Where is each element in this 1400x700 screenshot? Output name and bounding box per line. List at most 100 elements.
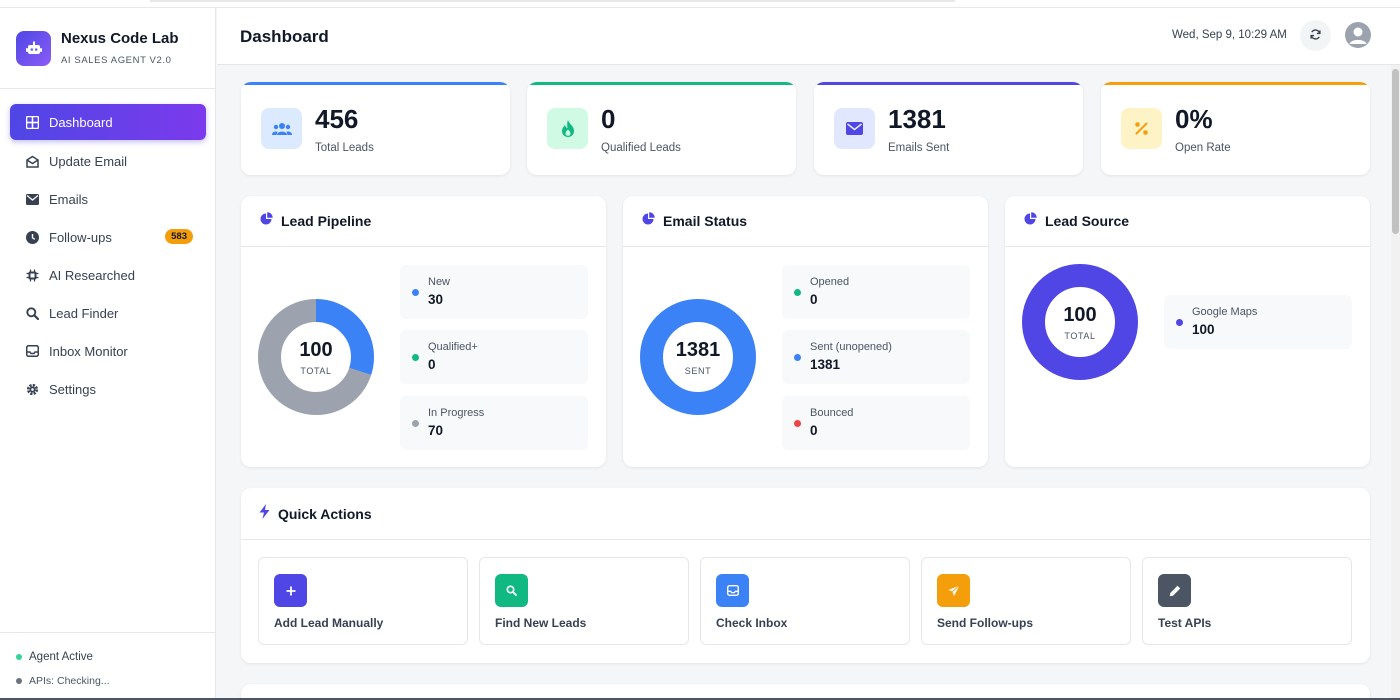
stat-value: 0: [601, 104, 616, 134]
envelope-icon: [25, 192, 39, 206]
user-avatar[interactable]: [1345, 22, 1371, 48]
donut-center-label: SENT: [684, 365, 712, 376]
legend-value: 1381: [810, 357, 841, 372]
legend-item-bounced: Bounced 0: [782, 396, 970, 450]
stat-value: 0%: [1175, 104, 1213, 134]
legend-dot: [412, 354, 419, 361]
send-follow-ups-button[interactable]: Send Follow-ups: [921, 557, 1131, 645]
refresh-icon: [1310, 27, 1321, 45]
sidebar-item-label: AI Researched: [49, 267, 135, 283]
next-section-card: [241, 684, 1370, 700]
legend-item-sent-unopened: Sent (unopened) 1381: [782, 330, 970, 384]
legend-dot: [794, 289, 801, 296]
sidebar-item-settings[interactable]: Settings: [10, 370, 206, 408]
sidebar-item-lead-finder[interactable]: Lead Finder: [10, 294, 206, 332]
stat-card-qualified-leads: 0 Qualified Leads: [527, 82, 796, 175]
sidebar-item-emails[interactable]: Emails: [10, 180, 206, 218]
sidebar-item-label: Lead Finder: [49, 305, 119, 321]
lead-source-donut-chart: 100 TOTAL: [1022, 264, 1138, 380]
email-status-donut-chart: 1381 SENT: [640, 299, 756, 415]
panel-header: Lead Source: [1005, 196, 1370, 247]
quick-action-label: Test APIs: [1158, 616, 1212, 630]
stat-card-emails-sent: 1381 Emails Sent: [814, 82, 1083, 175]
legend-dot: [794, 354, 801, 361]
find-new-leads-button[interactable]: Find New Leads: [479, 557, 689, 645]
quick-action-label: Find New Leads: [495, 616, 587, 630]
stat-accent-bar: [527, 82, 796, 85]
bottom-edge: [0, 698, 1400, 700]
pie-chart-icon: [1024, 212, 1037, 230]
page-scrollbar[interactable]: [1391, 65, 1400, 700]
sidebar-item-ai-researched[interactable]: AI Researched: [10, 256, 206, 294]
legend-dot: [794, 420, 801, 427]
sidebar-item-inbox-monitor[interactable]: Inbox Monitor: [10, 332, 206, 370]
sidebar-item-label: Dashboard: [49, 114, 113, 130]
legend-value: 0: [810, 292, 818, 307]
donut-center-value: 1381: [675, 338, 721, 361]
pie-chart-icon: [642, 212, 655, 230]
stat-accent-bar: [1101, 82, 1370, 85]
follow-ups-count-badge: 583: [165, 229, 193, 244]
donut-segment-google-maps: [1022, 264, 1138, 380]
legend-dot: [412, 289, 419, 296]
current-datetime: Wed, Sep 9, 10:29 AM: [1172, 29, 1287, 41]
panel-header: Email Status: [623, 196, 988, 247]
plus-icon: [274, 574, 307, 607]
grid-icon: [25, 115, 39, 129]
app-name: Nexus Code Lab: [61, 30, 179, 47]
app-subtitle: AI SALES AGENT V2.0: [61, 55, 172, 66]
legend-value: 0: [428, 357, 436, 372]
legend-name: New: [428, 276, 451, 288]
sidebar-nav: Dashboard Update Email Emails Follow-ups…: [0, 104, 216, 408]
api-status: APIs: Checking...: [16, 672, 200, 690]
sidebar-item-label: Follow-ups: [49, 229, 112, 245]
quick-action-label: Send Follow-ups: [937, 616, 1033, 630]
stat-label: Total Leads: [315, 142, 374, 154]
panel-title: Lead Pipeline: [281, 213, 372, 229]
legend-name: Qualified+: [428, 341, 478, 353]
add-lead-manually-button[interactable]: Add Lead Manually: [258, 557, 468, 645]
legend-item-google-maps: Google Maps 100: [1164, 295, 1352, 349]
sidebar-item-follow-ups[interactable]: Follow-ups 583: [10, 218, 206, 256]
pie-chart-icon: [260, 212, 273, 230]
inbox-icon: [25, 344, 39, 358]
sidebar: Nexus Code Lab AI SALES AGENT V2.0 Dashb…: [0, 8, 216, 700]
stat-accent-bar: [814, 82, 1083, 85]
refresh-button[interactable]: [1300, 20, 1331, 51]
scrollbar-thumb[interactable]: [1392, 69, 1399, 234]
legend-value: 70: [428, 423, 444, 438]
robot-icon: [16, 31, 51, 66]
donut-svg: [258, 299, 374, 415]
legend-name: Sent (unopened): [810, 341, 892, 353]
donut-center-label: TOTAL: [1064, 330, 1096, 341]
donut-segment-in-progress: [258, 299, 374, 415]
legend-item-new: New 30: [400, 265, 588, 319]
percent-icon: [1121, 108, 1162, 149]
donut-center-label: TOTAL: [300, 365, 332, 376]
legend-item-qualified: Qualified+ 0: [400, 330, 588, 384]
lead-pipeline-panel: Lead Pipeline 100 TOTAL New 30 Qualified+ 0…: [241, 196, 606, 467]
paper-plane-icon: [937, 574, 970, 607]
legend-value: 30: [428, 292, 444, 307]
donut-segment-sent-unopened: [640, 299, 756, 415]
donut-center-value: 100: [299, 338, 333, 361]
stat-label: Emails Sent: [888, 142, 950, 154]
search-icon: [495, 574, 528, 607]
sidebar-item-dashboard[interactable]: Dashboard: [10, 104, 206, 140]
lightning-icon: [259, 503, 270, 524]
panel-title: Quick Actions: [278, 505, 372, 522]
sidebar-item-label: Update Email: [49, 153, 128, 169]
legend-name: In Progress: [428, 407, 485, 419]
sidebar-item-label: Inbox Monitor: [49, 343, 128, 359]
browser-top-strip: [0, 0, 1400, 8]
lead-source-panel: Lead Source 100 TOTAL Google Maps 100: [1005, 196, 1370, 467]
brain-icon: [25, 268, 39, 282]
sidebar-item-update-email[interactable]: Update Email: [10, 142, 206, 180]
check-inbox-button[interactable]: Check Inbox: [700, 557, 910, 645]
search-icon: [25, 306, 39, 320]
stat-accent-bar: [241, 82, 510, 85]
quick-action-label: Add Lead Manually: [274, 616, 384, 630]
test-apis-button[interactable]: Test APIs: [1142, 557, 1352, 645]
legend-name: Opened: [810, 276, 850, 288]
pencil-icon: [1158, 574, 1191, 607]
